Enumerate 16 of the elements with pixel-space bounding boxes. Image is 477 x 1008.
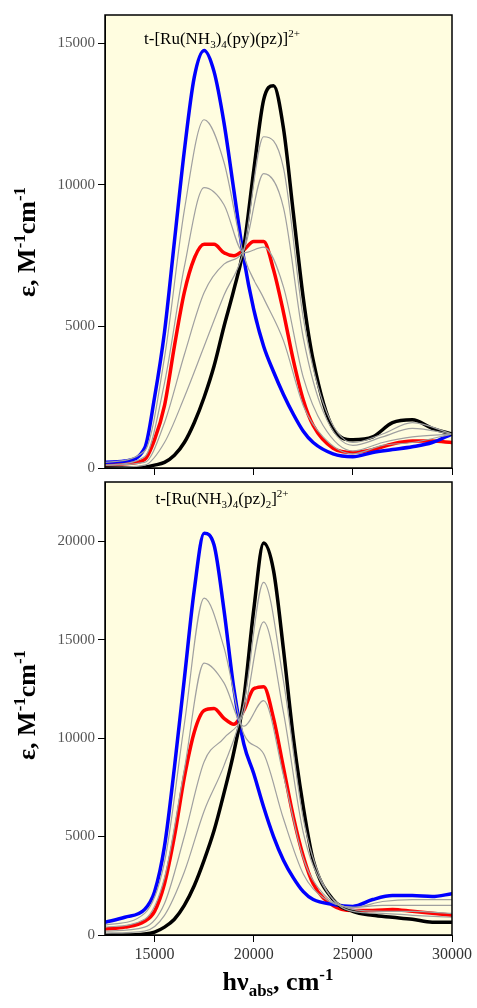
x-tick-label: 15000	[134, 944, 175, 962]
annotation: t-[Ru(NH$_{3}$)$_{4}$(pz)$_{2}$]$^{2+}$	[155, 487, 289, 511]
x-tick-label: 30000	[432, 944, 472, 962]
y-tick-label: 15000	[57, 34, 95, 51]
y-tick-label: 0	[87, 458, 95, 475]
x-tick-label: 25000	[332, 944, 373, 962]
y-tick-label: 5000	[65, 317, 95, 334]
x-tick-label: 20000	[233, 944, 274, 962]
y-tick-label: 15000	[57, 630, 95, 647]
y-tick-label: 10000	[57, 728, 95, 745]
y-tick-label: 20000	[57, 532, 95, 549]
annotation: t-[Ru(NH$_{3}$)$_{4}$(py)(pz)]$^{2+}$	[144, 27, 300, 51]
y-tick-label: 0	[87, 925, 95, 942]
y-tick-label: 10000	[57, 175, 95, 192]
y-tick-label: 5000	[65, 827, 95, 844]
x-axis-title: hν$_{abs}$, cm$^{-1}$	[222, 965, 334, 1001]
